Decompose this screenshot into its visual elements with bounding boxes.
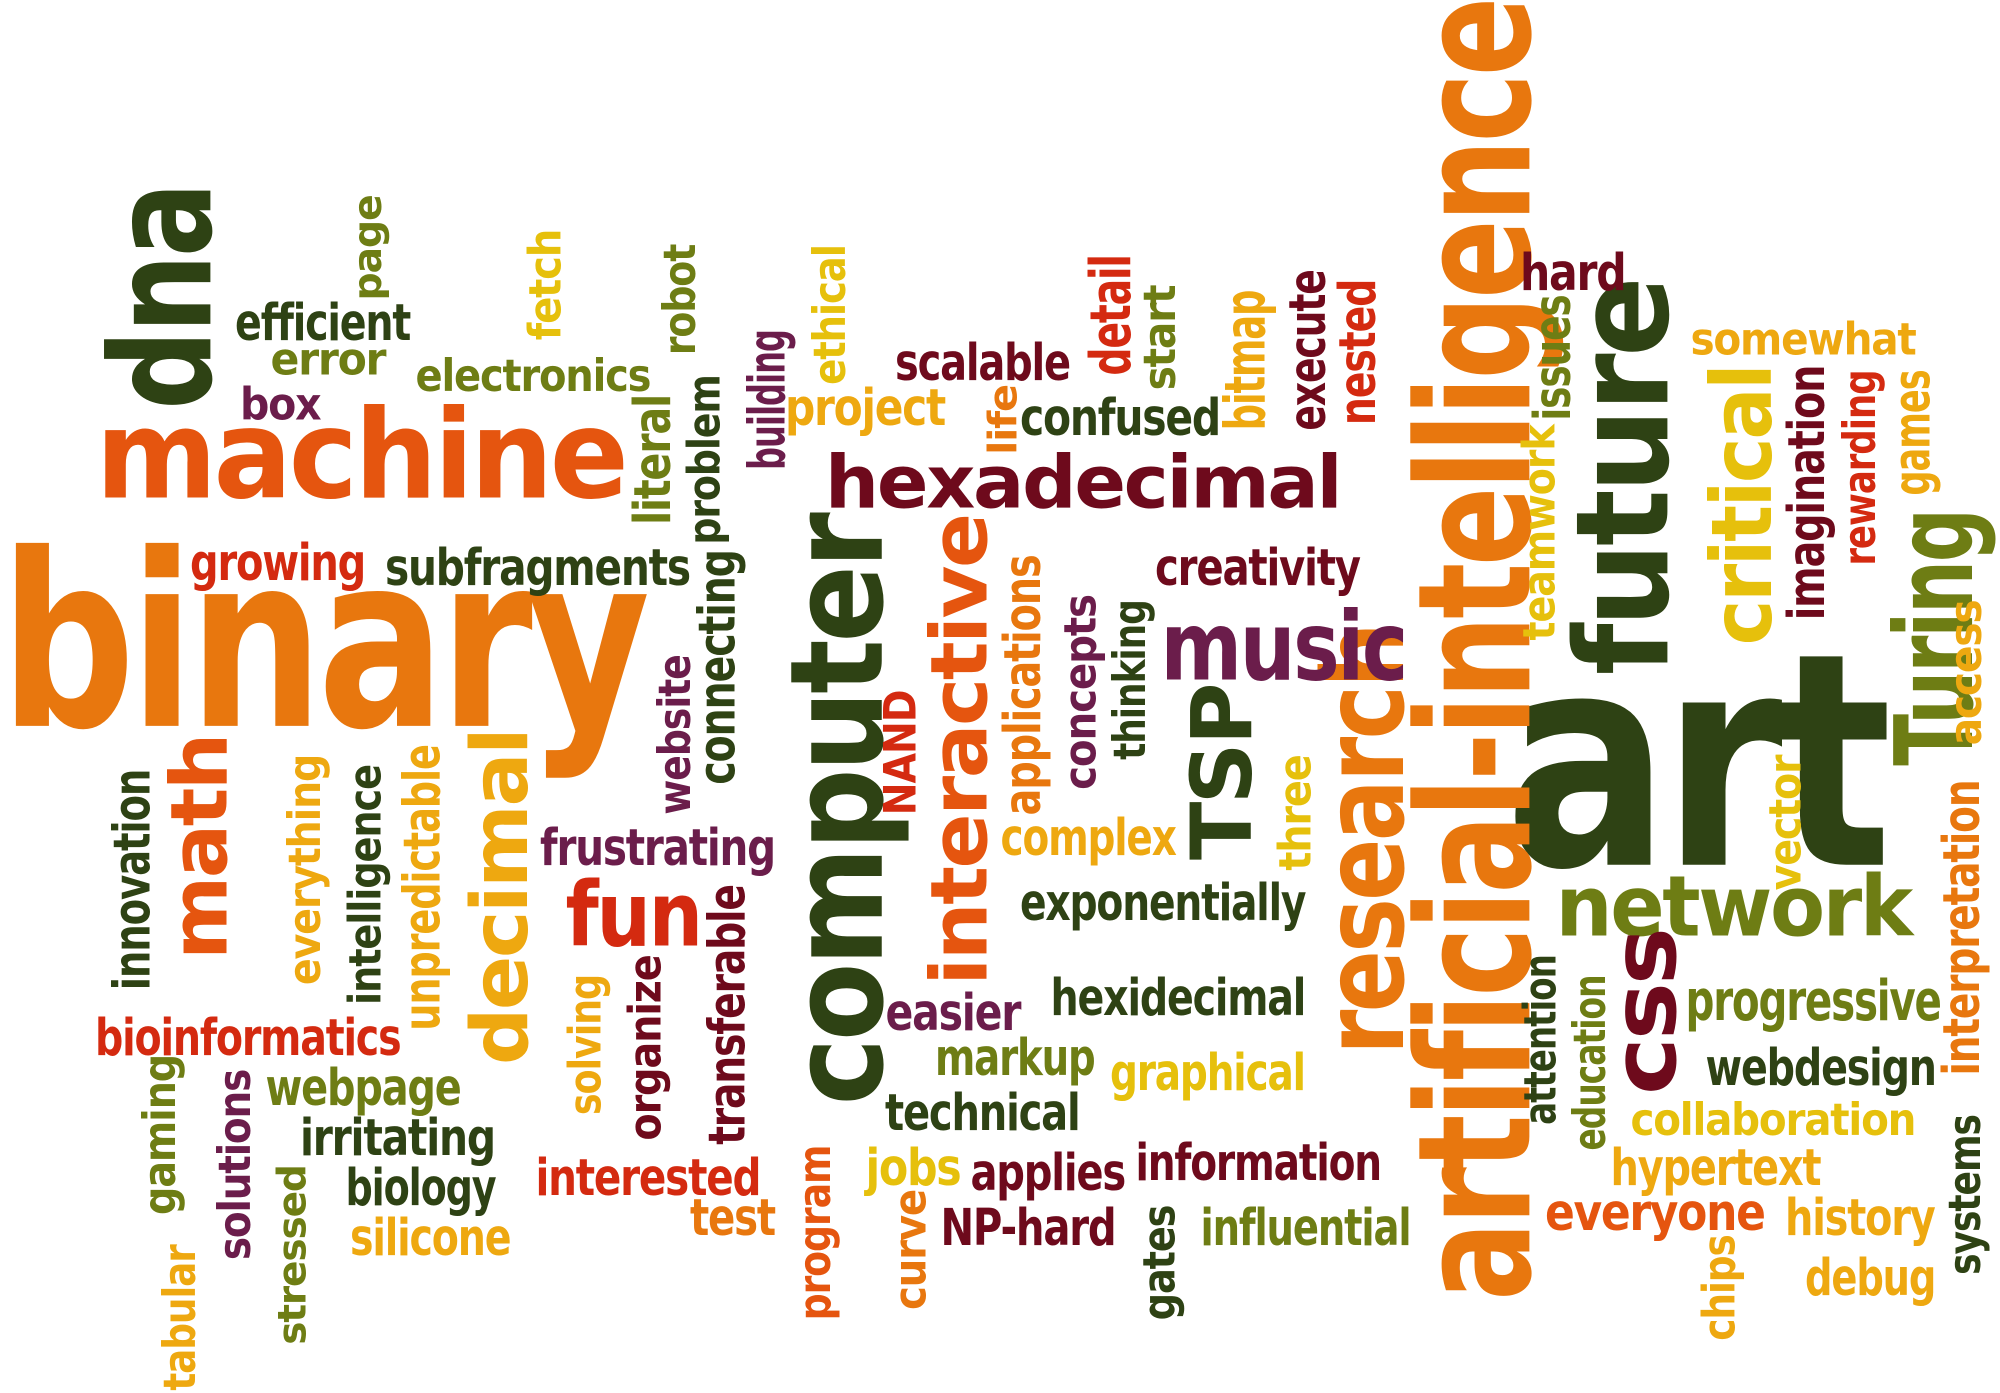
word-unpredictable: unpredictable <box>392 744 452 1031</box>
word-innovation: innovation <box>102 769 162 991</box>
word-systems: systems <box>1938 1115 1991 1275</box>
word-jobs: jobs <box>864 1137 961 1198</box>
word-biology: biology <box>345 1157 496 1218</box>
word-subfragments: subfragments <box>385 537 691 598</box>
word-history: history <box>1785 1187 1936 1247</box>
word-gaming: gaming <box>134 1055 186 1215</box>
word-machine: machine <box>95 383 628 527</box>
word-error: error <box>269 334 386 386</box>
word-robot: robot <box>654 244 706 356</box>
word-curve: curve <box>883 1189 936 1311</box>
word-electronics: electronics <box>415 348 651 402</box>
word-problem: problem <box>678 375 731 545</box>
word-concepts: concepts <box>1053 595 1107 790</box>
word-transferable: transferable <box>697 885 757 1145</box>
word-hard: hard <box>1520 242 1627 303</box>
word-intelligence: intelligence <box>338 765 391 1005</box>
word-binary: binary <box>0 501 650 783</box>
word-np-hard: NP-hard <box>939 1197 1116 1258</box>
word-math: math <box>154 735 246 960</box>
word-three: three <box>1268 754 1321 871</box>
word-webpage: webpage <box>265 1057 461 1118</box>
word-interpretation: interpretation <box>1932 780 1992 1075</box>
word-fetch: fetch <box>518 229 571 341</box>
word-tabular: tabular <box>154 1244 206 1391</box>
word-confused: confused <box>1020 387 1221 448</box>
word-art: art <box>1504 589 1892 936</box>
word-rewarding: rewarding <box>1833 369 1886 566</box>
word-music: music <box>1160 592 1408 703</box>
word-page: page <box>344 194 391 301</box>
word-issues: issues <box>1522 294 1582 421</box>
word-information: information <box>1135 1132 1382 1193</box>
word-interactive: interactive <box>914 514 1006 986</box>
word-somewhat: somewhat <box>1689 314 1916 366</box>
word-irritating: irritating <box>299 1107 496 1168</box>
word-attention: attention <box>1513 955 1566 1125</box>
word-nand: NAND <box>873 690 926 815</box>
word-life: life <box>979 385 1026 455</box>
word-ethical: ethical <box>803 245 856 385</box>
word-website: website <box>648 655 701 815</box>
word-solving: solving <box>558 974 611 1116</box>
word-start: start <box>1134 285 1186 390</box>
word-debug: debug <box>1805 1247 1936 1307</box>
word-exponentially: exponentially <box>1019 872 1306 933</box>
word-bitmap: bitmap <box>1211 290 1278 430</box>
word-everyone: everyone <box>1544 1182 1766 1242</box>
word-graphical: graphical <box>1109 1042 1306 1103</box>
word-network: network <box>1555 858 1913 957</box>
word-markup: markup <box>934 1027 1096 1088</box>
word-imagination: imagination <box>1777 365 1837 620</box>
word-project: project <box>785 377 946 438</box>
word-frustrating: frustrating <box>540 817 776 878</box>
word-detail: detail <box>1077 254 1144 376</box>
word-collaboration: collaboration <box>1629 1093 1916 1146</box>
word-education: education <box>1564 974 1616 1151</box>
word-applies: applies <box>969 1142 1126 1203</box>
word-hexadecimal: hexadecimal <box>824 439 1343 525</box>
word-easier: easier <box>884 982 1021 1043</box>
word-solutions: solutions <box>209 1069 261 1261</box>
word-technical: technical <box>885 1082 1081 1143</box>
word-nested: nested <box>1328 279 1388 426</box>
word-chips: chips <box>1694 1234 1746 1341</box>
word-access: access <box>1938 600 1991 745</box>
word-games: games <box>1883 369 1942 496</box>
word-fun: fun <box>565 862 703 968</box>
word-literal: literal <box>622 394 682 526</box>
word-critical: critical <box>1693 365 1792 645</box>
word-test: test <box>689 1187 776 1248</box>
word-efficient: efficient <box>235 292 411 353</box>
word-progressive: progressive <box>1684 967 1941 1033</box>
word-gates: gates <box>1134 1205 1186 1320</box>
word-bioinformatics: bioinformatics <box>95 1007 402 1068</box>
word-influential: influential <box>1200 1197 1411 1258</box>
word-complex: complex <box>1000 807 1176 868</box>
word-tsp: TSP <box>1173 685 1272 860</box>
word-execute: execute <box>1277 269 1338 431</box>
word-applications: applications <box>992 554 1053 816</box>
word-thinking: thinking <box>1103 600 1156 760</box>
word-scalable: scalable <box>895 332 1071 393</box>
word-creativity: creativity <box>1155 537 1361 598</box>
word-silicone: silicone <box>350 1207 512 1268</box>
word-growing: growing <box>190 532 366 593</box>
word-everything: everything <box>278 754 331 986</box>
word-interested: interested <box>534 1147 761 1208</box>
word-program: program <box>788 1145 841 1320</box>
word-stressed: stressed <box>269 1165 315 1345</box>
word-dna: dna <box>81 185 244 410</box>
word-webdesign: webdesign <box>1705 1037 1936 1098</box>
word-organize: organize <box>618 954 671 1141</box>
word-box: box <box>239 379 322 431</box>
word-teamwork: teamwork <box>1514 424 1566 641</box>
word-hexidecimal: hexidecimal <box>1050 967 1306 1028</box>
word-vector: vector <box>1758 755 1811 890</box>
word-hypertext: hypertext <box>1610 1137 1821 1197</box>
word-decimal: decimal <box>454 729 546 1066</box>
